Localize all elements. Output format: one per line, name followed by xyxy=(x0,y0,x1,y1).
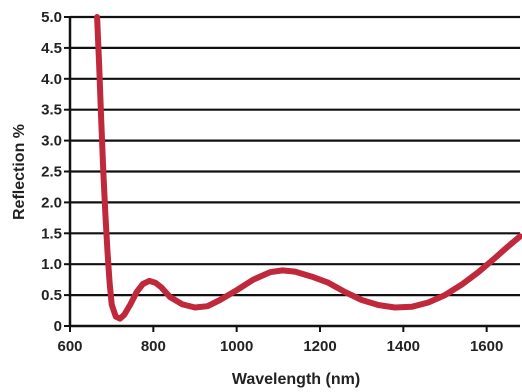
x-tick-label: 1200 xyxy=(303,338,336,355)
x-tick-label: 600 xyxy=(57,338,82,355)
y-axis-label: Reflection % xyxy=(11,124,28,220)
y-tick-label: 0.5 xyxy=(41,287,62,304)
y-tick-label: 3.5 xyxy=(41,102,62,119)
x-tick-label: 1600 xyxy=(470,338,503,355)
y-tick-label: 3.0 xyxy=(41,133,62,150)
series-layer xyxy=(94,14,522,322)
x-tick-label: 1000 xyxy=(220,338,253,355)
y-tick-label: 2.5 xyxy=(41,164,62,181)
y-tick-label: 4.5 xyxy=(41,40,62,57)
axes xyxy=(68,16,520,332)
y-tick-label: 2.0 xyxy=(41,194,62,211)
y-tick-label: 0 xyxy=(54,318,62,335)
y-tick-label: 5.0 xyxy=(41,9,62,26)
x-tick-labels: 600 800 1000 1200 1400 1600 xyxy=(57,338,503,355)
y-tick-label: 1.5 xyxy=(41,225,62,242)
x-tick-label: 800 xyxy=(141,338,166,355)
grid-lines xyxy=(64,15,520,327)
x-tick-label: 1400 xyxy=(387,338,420,355)
y-tick-label: 1.0 xyxy=(41,256,62,273)
x-axis-label: Wavelength (nm) xyxy=(232,371,360,388)
y-tick-labels: 0 0.5 1.0 1.5 2.0 2.5 3.0 3.5 4.0 4.5 5.0 xyxy=(41,9,62,335)
y-tick-label: 4.0 xyxy=(41,71,62,88)
reflection-series-line xyxy=(94,14,522,322)
